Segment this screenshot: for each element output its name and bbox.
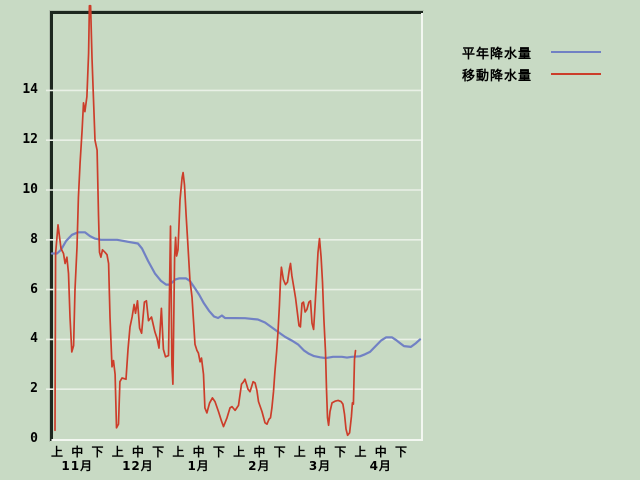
normal-precipitation-line — [50, 231, 422, 360]
x-axis-period-label-13: 中 — [314, 445, 327, 459]
chart-frame-top — [50, 11, 423, 14]
x-axis-month-label-4月: 4月 — [369, 459, 392, 473]
legend-label-normal-precipitation: 平年降水量 — [462, 46, 533, 62]
x-axis-period-label-6: 上 — [172, 445, 185, 459]
x-axis-period-label-0: 上 — [50, 445, 63, 459]
x-axis-period-label-14: 下 — [334, 445, 347, 459]
moving-precipitation-line — [54, 4, 357, 437]
y-axis-tick-label-8: 8 — [30, 231, 38, 247]
x-axis-period-label-9: 上 — [233, 445, 246, 459]
x-axis-month-label-12月: 12月 — [122, 459, 154, 473]
y-axis-tick-label-2: 2 — [30, 381, 38, 397]
x-axis-period-label-5: 下 — [152, 445, 165, 459]
y-axis-tick-label-12: 12 — [22, 132, 38, 148]
x-axis-period-label-1: 中 — [71, 445, 84, 459]
legend-item-normal-precipitation: 平年降水量 — [462, 44, 622, 62]
x-axis-period-label-8: 下 — [212, 445, 225, 459]
y-axis-tick-label-0: 0 — [30, 431, 38, 446]
x-axis-period-label-7: 中 — [192, 445, 205, 459]
x-axis-period-label-2: 下 — [91, 445, 104, 459]
x-axis-month-label-1月: 1月 — [187, 459, 210, 473]
legend-item-moving-precipitation: 移動降水量 — [462, 66, 622, 84]
legend-label-moving-precipitation: 移動降水量 — [462, 68, 533, 84]
frame-highlight-left — [49, 10, 50, 442]
x-axis-period-label-11: 下 — [273, 445, 286, 459]
x-axis-period-label-3: 上 — [111, 445, 124, 459]
legend-line-sample-blue — [551, 51, 601, 53]
x-axis-period-label-15: 上 — [354, 445, 367, 459]
chart-frame-left — [50, 11, 53, 441]
frame-highlight-top — [49, 10, 424, 11]
x-axis-period-label-16: 中 — [374, 445, 387, 459]
x-axis-month-label-3月: 3月 — [308, 459, 332, 473]
x-axis-month-label-2月: 2月 — [248, 459, 271, 473]
x-axis-period-label-10: 中 — [253, 445, 266, 459]
x-axis-period-label-4: 中 — [131, 445, 144, 459]
x-axis-period-label-12: 上 — [293, 445, 306, 459]
x-axis-period-label-17: 下 — [394, 445, 407, 459]
legend-line-sample-red — [551, 73, 601, 75]
y-axis-tick-label-14: 14 — [22, 82, 38, 98]
y-axis-tick-label-6: 6 — [30, 281, 38, 297]
y-axis-tick-label-10: 10 — [22, 182, 38, 197]
x-axis-month-label-11月: 11月 — [61, 459, 94, 473]
y-axis-tick-label-4: 4 — [30, 331, 38, 347]
